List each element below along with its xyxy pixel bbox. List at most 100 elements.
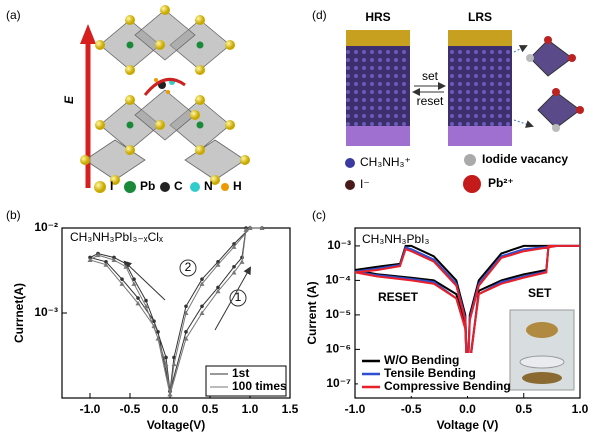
- marker: [243, 227, 249, 232]
- state-label: LRS: [468, 10, 492, 24]
- panel-label: (b): [6, 208, 21, 222]
- legend-label: CH₃NH₃⁺: [360, 155, 411, 169]
- legend-label: N: [204, 179, 213, 193]
- marker: [155, 336, 161, 341]
- panel-label: (a): [6, 8, 21, 22]
- annotation: 1: [235, 290, 242, 304]
- sweep-arrow: [123, 260, 166, 301]
- marker: [120, 277, 124, 281]
- legend-box: [205, 365, 287, 397]
- y-tick-label: 10⁻²: [34, 220, 58, 234]
- sweep-arrow: [214, 266, 251, 331]
- marker: [216, 260, 220, 264]
- annotation: SET: [528, 286, 552, 300]
- legend-label: C: [174, 179, 183, 193]
- marker: [88, 255, 92, 260]
- marker: [184, 330, 188, 334]
- y-tick-label: 10⁻⁵: [326, 307, 351, 321]
- legend-label: Iodide vacancy: [482, 152, 568, 166]
- structure-legend: I Pb C N H: [94, 179, 242, 193]
- marker: [232, 264, 236, 269]
- marker: [163, 361, 169, 367]
- marker: [231, 244, 237, 249]
- y-tick-label: 10⁻⁶: [326, 342, 351, 356]
- legend-label: Pb: [140, 179, 155, 193]
- x-tick-label: -0.5: [120, 402, 141, 416]
- marker: [87, 257, 93, 263]
- marker: [151, 323, 157, 329]
- switching-diagram: HRS LRS set reset CH₃NH₃⁺ I⁻ Iodide vaca…: [345, 10, 584, 193]
- x-axis-label: Voltage (V): [437, 418, 499, 432]
- marker: [103, 262, 109, 267]
- marker: [119, 281, 125, 286]
- marker: [152, 319, 156, 324]
- marker: [199, 310, 205, 315]
- y-axis-label: Current (A): [305, 281, 319, 344]
- marker: [200, 277, 204, 281]
- marker: [215, 262, 221, 267]
- marker: [123, 264, 129, 269]
- marker: [199, 281, 205, 286]
- marker: [111, 257, 117, 263]
- marker: [216, 285, 220, 290]
- x-tick-label: 1.5: [282, 402, 299, 416]
- marker: [132, 277, 136, 281]
- legend-label: I⁻: [360, 177, 370, 191]
- y-tick-label: 10⁻⁴: [325, 273, 351, 287]
- marker: [232, 242, 236, 246]
- marker: [184, 304, 188, 309]
- y-tick-label: 10⁻³: [34, 305, 58, 319]
- x-tick-label: 1.0: [242, 402, 259, 416]
- legend-label: Compressive Bending: [384, 379, 511, 393]
- marker: [200, 304, 204, 309]
- marker: [215, 288, 221, 294]
- marker: [104, 260, 108, 264]
- annotation: 2: [185, 260, 192, 274]
- legend-label: Pb²⁺: [488, 176, 514, 190]
- marker: [156, 330, 160, 334]
- marker: [247, 225, 253, 230]
- marker: [135, 300, 141, 306]
- legend-label: I: [110, 179, 113, 193]
- panel-label: (c): [312, 208, 326, 222]
- process-label: set: [422, 69, 439, 83]
- process-label: reset: [417, 94, 444, 108]
- field-label: E: [62, 95, 76, 104]
- y-tick-label: 10⁻⁷: [326, 376, 351, 390]
- x-tick-label: 0.0: [162, 402, 179, 416]
- marker: [171, 361, 177, 367]
- x-tick-label: 0.5: [515, 402, 532, 416]
- marker: [183, 310, 189, 315]
- legend-label: H: [233, 179, 242, 193]
- inset-photo: [509, 309, 575, 391]
- marker: [167, 391, 173, 397]
- x-tick-label: -0.5: [401, 402, 422, 416]
- marker: [136, 296, 140, 300]
- annotation-circle: [179, 259, 197, 277]
- panel-label: (d): [312, 8, 327, 22]
- x-tick-label: 0.5: [202, 402, 219, 416]
- y-axis-label: Currnet(A): [12, 283, 26, 343]
- legend-label: Tensile Bending: [384, 366, 476, 380]
- annotation: RESET: [378, 290, 419, 304]
- marker: [144, 298, 148, 303]
- x-tick-label: -1.0: [345, 402, 366, 416]
- marker: [259, 225, 265, 230]
- marker: [164, 355, 168, 360]
- x-tick-label: 1.0: [572, 402, 589, 416]
- marker: [95, 252, 101, 258]
- series-line: [354, 244, 580, 382]
- x-tick-label: -1.0: [80, 402, 101, 416]
- marker: [239, 259, 245, 264]
- legend-label: W/O Bending: [384, 353, 459, 367]
- marker: [131, 281, 137, 286]
- marker: [183, 336, 189, 341]
- annotation: CH₃NH₃PbI₃: [362, 232, 429, 246]
- marker: [124, 261, 128, 266]
- legend-label: 100 times: [232, 379, 287, 393]
- state-label: HRS: [365, 10, 390, 24]
- x-tick-label: 0.0: [459, 402, 476, 416]
- crystal-structure: E: [62, 5, 250, 188]
